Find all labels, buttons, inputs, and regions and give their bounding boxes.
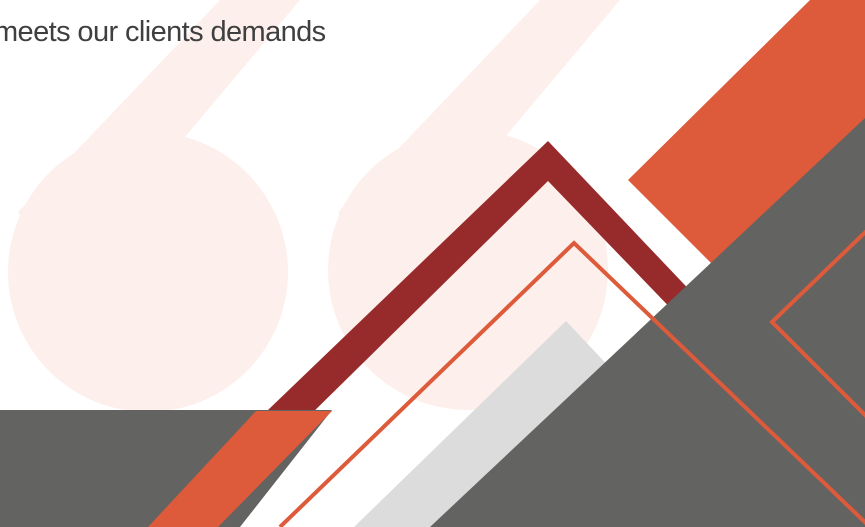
light-gray-stripe bbox=[354, 321, 616, 527]
tagline-text: meets our clients demands bbox=[0, 16, 326, 48]
orange-stripe-bottom-left bbox=[148, 411, 332, 527]
orange-band-top-right bbox=[628, 0, 865, 270]
orange-chevron-line bbox=[278, 240, 865, 527]
quote-right-tail bbox=[338, 0, 620, 286]
quote-left-tail bbox=[18, 0, 300, 286]
dark-red-chevron bbox=[268, 141, 700, 425]
gray-block-right bbox=[430, 118, 865, 527]
quotation-mark-icon bbox=[8, 0, 620, 412]
orange-diamond-outline bbox=[769, 229, 865, 418]
